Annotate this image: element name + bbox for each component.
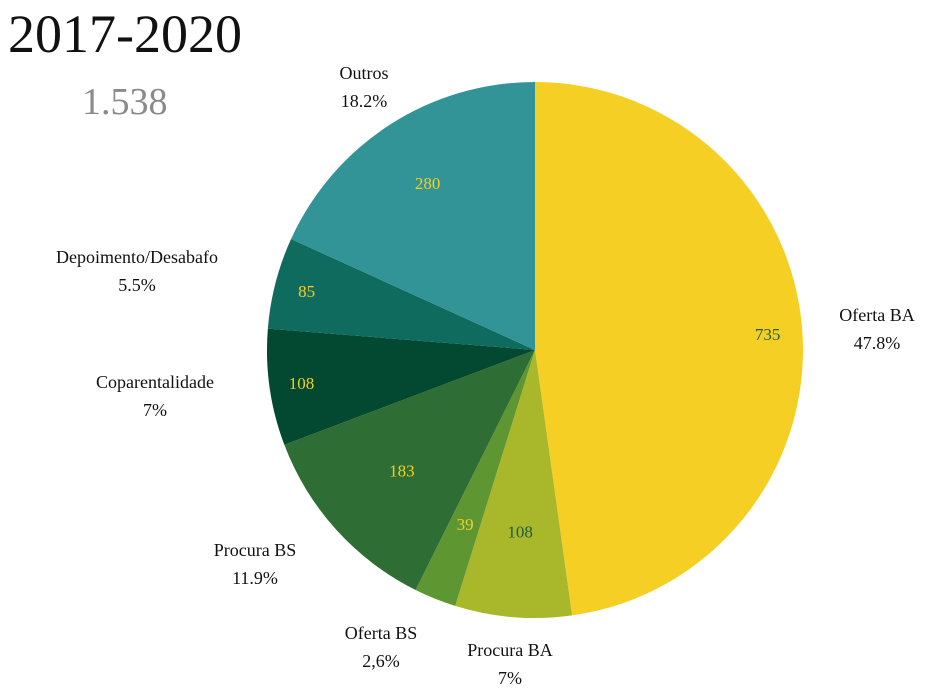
slice-percent-label: 2,6% xyxy=(362,651,400,671)
slice-value-label: 183 xyxy=(389,461,415,480)
pie-slices xyxy=(267,82,803,618)
slice-category-label: Coparentalidade xyxy=(96,372,214,392)
pie-labels: 735 Oferta BA 47.8% 108 Procura BA 7% 39 Oferta… xyxy=(56,63,915,688)
pie-slice-depoimento-desabafo xyxy=(267,239,535,350)
slice-percent-label: 7% xyxy=(143,400,167,420)
slice-category-label: Procura BA xyxy=(467,640,552,660)
pie-slice-coparentalidade xyxy=(267,328,535,445)
pie-slice-oferta-ba xyxy=(535,82,803,616)
chart-title: 2017-2020 xyxy=(8,4,242,64)
slice-category-label: Depoimento/Desabafo xyxy=(56,247,218,267)
slice-percent-label: 47.8% xyxy=(854,333,901,353)
slice-value-label: 85 xyxy=(298,282,315,301)
slice-percent-label: 7% xyxy=(498,668,522,688)
pie-slice-outros xyxy=(291,82,535,350)
slice-percent-label: 5.5% xyxy=(118,275,156,295)
slice-category-label: Outros xyxy=(340,63,389,83)
pie-slice-procura-ba xyxy=(455,350,573,618)
slice-value-label: 108 xyxy=(289,374,315,393)
pie-slice-procura-bs xyxy=(284,350,535,590)
slice-value-label: 735 xyxy=(755,325,781,344)
slice-category-label: Oferta BS xyxy=(345,623,417,643)
slice-value-label: 108 xyxy=(507,523,533,542)
slice-percent-label: 18.2% xyxy=(341,91,388,111)
slice-category-label: Procura BS xyxy=(214,540,297,560)
total-count: 1.538 xyxy=(82,81,168,123)
slice-category-label: Oferta BA xyxy=(839,305,914,325)
slice-percent-label: 11.9% xyxy=(232,568,278,588)
slice-value-label: 280 xyxy=(415,174,441,193)
pie-slice-oferta-bs xyxy=(415,350,535,606)
slice-value-label: 39 xyxy=(457,515,474,534)
